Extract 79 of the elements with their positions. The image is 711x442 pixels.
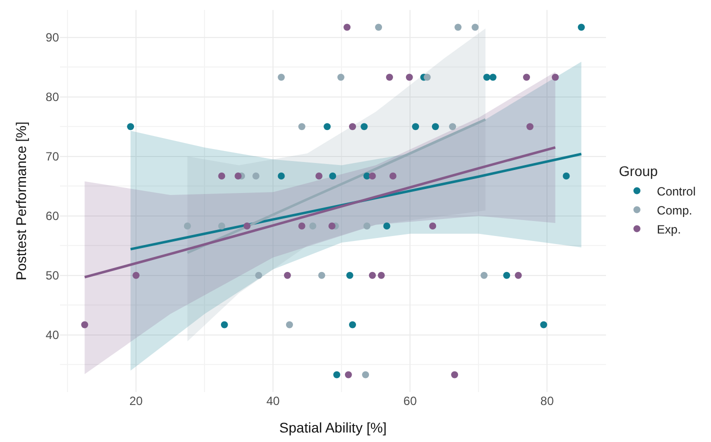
point xyxy=(503,272,510,279)
legend-title: Group xyxy=(618,163,658,180)
point xyxy=(429,222,436,230)
line-series xyxy=(186,118,487,254)
point xyxy=(526,123,534,130)
point xyxy=(578,24,585,31)
y-tick-label: 50 xyxy=(46,268,60,283)
point xyxy=(383,222,390,230)
legend-label: Comp. xyxy=(656,203,692,218)
point xyxy=(483,74,490,81)
point xyxy=(252,172,260,180)
point xyxy=(318,272,326,279)
point xyxy=(412,123,420,130)
point xyxy=(344,24,351,31)
point xyxy=(284,272,291,279)
point xyxy=(346,272,354,279)
point xyxy=(514,272,522,279)
point xyxy=(375,24,382,31)
point xyxy=(363,222,370,230)
point xyxy=(349,123,356,130)
point xyxy=(386,74,394,81)
point xyxy=(278,74,285,81)
point xyxy=(480,272,488,279)
point xyxy=(362,371,370,378)
point xyxy=(315,172,322,180)
point xyxy=(127,123,134,130)
point xyxy=(424,74,431,81)
point xyxy=(255,272,262,279)
x-tick-label: 60 xyxy=(403,394,418,408)
point xyxy=(360,123,368,130)
line-series xyxy=(83,146,557,278)
legend-label: Control xyxy=(656,184,696,198)
point xyxy=(132,272,140,279)
point xyxy=(523,74,530,81)
point xyxy=(324,123,331,130)
y-axis-title: Posttest Performance [%] xyxy=(13,122,30,280)
point xyxy=(489,74,496,81)
point xyxy=(333,371,340,378)
point xyxy=(540,321,548,328)
y-tick-label: 40 xyxy=(46,328,60,342)
point xyxy=(81,321,88,328)
point xyxy=(454,24,462,31)
point xyxy=(562,172,570,180)
legend-label: Exp. xyxy=(656,222,681,236)
x-tick-label: 80 xyxy=(540,394,554,408)
point xyxy=(406,74,413,81)
x-tick-label: 40 xyxy=(266,394,280,408)
point xyxy=(349,321,356,328)
point xyxy=(368,272,376,279)
point xyxy=(389,172,396,180)
point xyxy=(220,321,228,328)
point xyxy=(432,123,439,130)
point xyxy=(298,123,306,130)
point xyxy=(278,172,285,180)
y-tick-label: 70 xyxy=(46,150,60,164)
point xyxy=(244,222,251,230)
point xyxy=(329,172,336,180)
x-tick-label: 20 xyxy=(129,394,144,408)
point xyxy=(234,172,242,180)
y-tick-label: 90 xyxy=(46,30,60,45)
point xyxy=(472,24,479,31)
point xyxy=(218,222,226,230)
point xyxy=(451,371,458,378)
x-axis-title: Spatial Ability [%] xyxy=(279,419,387,436)
line-series xyxy=(129,152,583,250)
point xyxy=(184,222,191,230)
point xyxy=(286,321,293,328)
point xyxy=(552,74,559,81)
point xyxy=(344,371,352,378)
point xyxy=(368,172,376,180)
point xyxy=(298,222,306,230)
point xyxy=(378,272,385,279)
y-tick-label: 60 xyxy=(46,209,60,224)
point xyxy=(309,222,316,230)
point xyxy=(218,172,226,180)
point xyxy=(337,74,344,81)
point xyxy=(449,123,456,130)
point xyxy=(328,222,336,230)
y-tick-label: 80 xyxy=(46,90,60,104)
